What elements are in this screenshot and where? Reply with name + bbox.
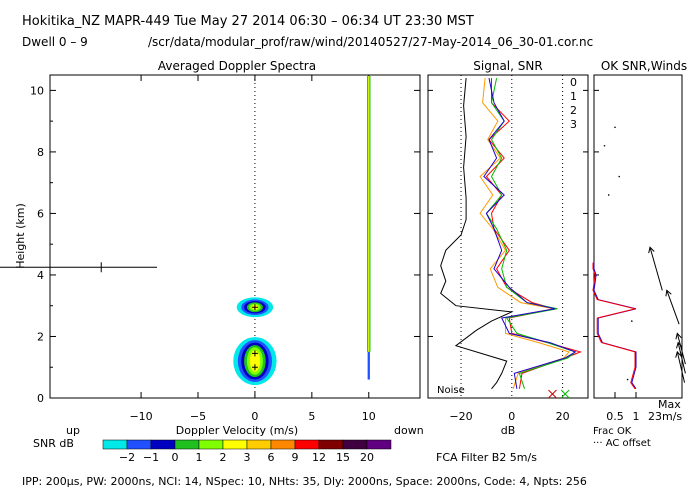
colorbar-tick-label: 20	[360, 451, 374, 464]
y-tick-label: 8	[37, 146, 44, 159]
colorbar-swatch	[366, 439, 392, 450]
colorbar-tick-label: 15	[336, 451, 350, 464]
wind-arrow	[666, 290, 680, 325]
signal-title: Signal, SNR	[473, 59, 542, 73]
figure-title: Hokitika_NZ MAPR-449 Tue May 27 2014 06:…	[22, 14, 474, 29]
winds-x-tick-label: 0.5	[606, 410, 624, 423]
colorbar-tick-label: −2	[119, 451, 135, 464]
snr-trace-1	[479, 78, 570, 389]
spectra-echo-low	[249, 350, 261, 372]
snr-trace-0	[485, 78, 582, 389]
colorbar-tick-label: 9	[292, 451, 299, 464]
colorbar-swatch	[126, 439, 152, 450]
frac-ok-label: Frac OK	[593, 426, 632, 437]
signal-x-tick-label: 0	[508, 410, 515, 423]
colorbar-swatch	[150, 439, 176, 450]
colorbar-swatch	[174, 439, 200, 450]
colorbar-swatch	[342, 439, 368, 450]
wind-arrow	[649, 247, 663, 291]
colorbar-swatch	[294, 439, 320, 450]
spectra-xlabel: Doppler Velocity (m/s)	[176, 424, 298, 437]
winds-frame	[593, 74, 683, 399]
signal-legend-entry: 1	[570, 90, 577, 103]
colorbar-label: SNR dB	[33, 437, 74, 450]
frac-ok-trace	[592, 262, 636, 390]
colorbar-tick-label: 12	[312, 451, 326, 464]
signal-x-tick-label: 20	[556, 410, 570, 423]
y-tick-label: 4	[37, 269, 44, 282]
colorbar-swatch	[246, 439, 272, 450]
colorbar-tick-label: −1	[143, 451, 159, 464]
max-label: Max	[658, 398, 681, 411]
max-value: 23m/s	[648, 410, 682, 423]
ac-offset-dot	[603, 144, 606, 147]
colorbar-tick-label: 2	[220, 451, 227, 464]
up-label: up	[66, 424, 80, 437]
signal-legend-entry: 0	[570, 76, 577, 89]
signal-plot: −20 0 20	[427, 74, 589, 423]
down-label: down	[394, 424, 424, 437]
wind-arrow-head	[675, 350, 682, 358]
spectra-frame	[49, 74, 421, 399]
noise-label: Noise	[437, 385, 465, 396]
snr-cross-marker	[548, 389, 557, 399]
signal-xlabel: dB	[501, 424, 516, 437]
winds-plot: 0.5 1	[592, 74, 686, 423]
ac-offset-label: ··· AC offset	[593, 438, 651, 449]
snr-trace-2	[485, 77, 577, 389]
colorbar: −2 −1 0 1 2 3 6 9 12 15 20	[102, 439, 392, 464]
x-tick-label: −10	[129, 410, 152, 423]
ac-offset-dot	[626, 378, 629, 381]
spectra-band-base	[367, 351, 370, 380]
colorbar-tick-label: 1	[196, 451, 203, 464]
ac-offset-dot	[614, 126, 616, 129]
y-tick-label: 6	[37, 207, 44, 220]
signal-trace-black	[440, 78, 514, 390]
frac-ok-trace	[593, 262, 637, 390]
colorbar-swatch	[270, 439, 296, 450]
signal-frame	[427, 74, 589, 399]
spectra-title: Averaged Doppler Spectra	[158, 59, 316, 73]
y-tick-label: 0	[37, 392, 44, 405]
colorbar-tick-label: 6	[268, 451, 275, 464]
wind-arrow-head	[676, 341, 683, 349]
colorbar-swatch	[318, 439, 344, 450]
signal-legend-entry: 2	[570, 104, 577, 117]
colorbar-swatch	[198, 439, 224, 450]
snr-trace-3	[483, 78, 577, 389]
file-path: /scr/data/modular_prof/raw/wind/20140527…	[148, 35, 593, 49]
wind-arrow-head	[675, 332, 682, 340]
wind-arrow-head	[665, 289, 672, 297]
wind-arrow	[677, 342, 686, 374]
spectra-ylabel: Height (km)	[14, 203, 27, 269]
colorbar-tick-label: 0	[172, 451, 179, 464]
x-tick-label: −5	[190, 410, 206, 423]
colorbar-swatch	[102, 439, 128, 450]
footer-params: IPP: 200μs, PW: 2000ns, NCI: 14, NSpec: …	[22, 475, 587, 488]
signal-x-tick-label: −20	[449, 410, 472, 423]
spectra-band-inner	[368, 76, 370, 352]
filter-label: FCA Filter B2 5m/s	[436, 451, 537, 464]
spectra-plot: 0 2 4 6 8 10 −10 −5 0 5 10	[0, 74, 421, 423]
y-tick-label: 2	[37, 330, 44, 343]
x-tick-label: 10	[362, 410, 376, 423]
colorbar-swatch	[222, 439, 248, 450]
wind-arrow-head	[648, 246, 655, 254]
ac-offset-dot	[631, 320, 633, 322]
winds-title: OK SNR,Winds	[601, 59, 687, 73]
dwell-label: Dwell 0 – 9	[22, 35, 88, 49]
wind-arrow	[676, 351, 686, 383]
wind-arrow	[676, 333, 686, 365]
x-tick-label: 5	[308, 410, 315, 423]
y-tick-label: 10	[30, 84, 44, 97]
winds-x-tick-label: 1	[633, 410, 640, 423]
x-tick-label: 0	[251, 410, 258, 423]
colorbar-tick-label: 3	[244, 451, 251, 464]
ac-offset-dot	[607, 194, 610, 196]
signal-legend-entry: 3	[570, 118, 577, 131]
snr-cross-marker	[560, 389, 570, 399]
ac-offset-dot	[618, 175, 620, 178]
